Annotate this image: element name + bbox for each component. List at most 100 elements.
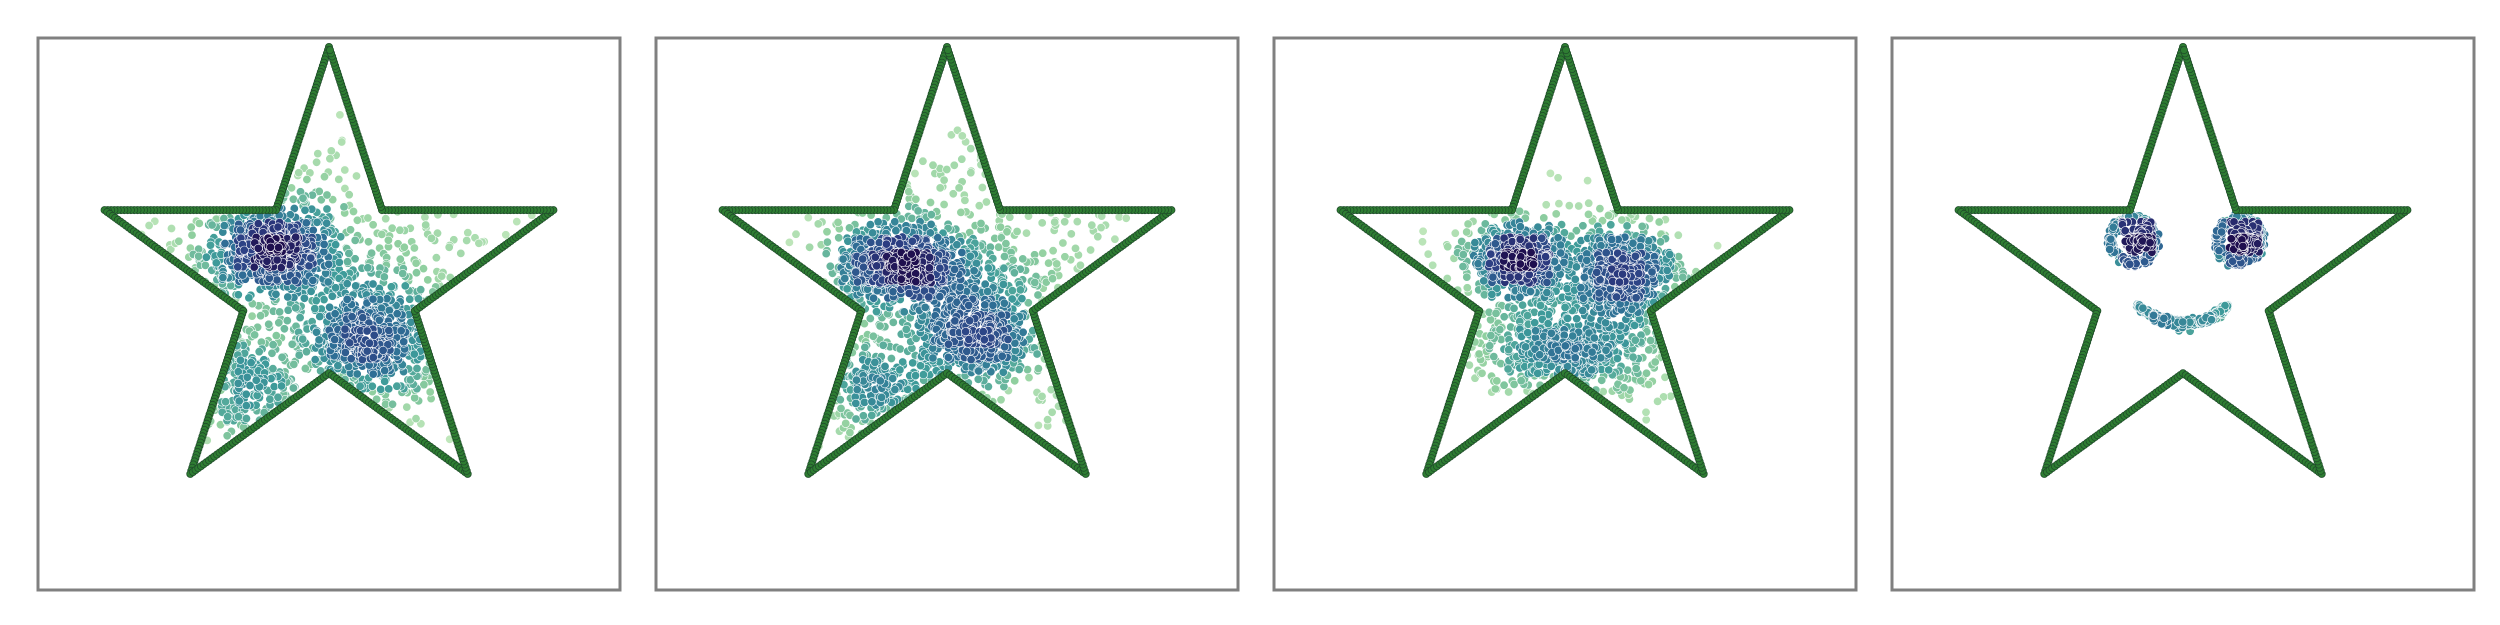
scatter-point (940, 176, 948, 184)
scatter-point (925, 264, 933, 272)
scatter-point (1584, 210, 1592, 218)
scatter-point (311, 304, 319, 312)
scatter-point (911, 371, 919, 379)
scatter-point (841, 274, 849, 282)
scatter-point (876, 377, 884, 385)
scatter-point (900, 308, 908, 316)
scatter-point (399, 269, 407, 277)
scatter-point (272, 331, 280, 339)
scatter-point (1546, 169, 1554, 177)
scatter-point (936, 292, 944, 300)
scatter-point (1480, 291, 1488, 299)
scatter-point (410, 350, 418, 358)
scatter-point (513, 217, 521, 225)
scatter-point (266, 243, 274, 251)
scatter-point (1604, 211, 1612, 219)
scatter-point (369, 280, 377, 288)
scatter-point (1638, 222, 1646, 230)
scatter-point (1490, 352, 1498, 360)
scatter-point (999, 368, 1007, 376)
scatter-point (396, 226, 404, 234)
scatter-point (1061, 218, 1069, 226)
scatter-point (1642, 369, 1650, 377)
scatter-point (273, 256, 281, 264)
scatter-point (424, 276, 432, 284)
scatter-point (834, 218, 842, 226)
scatter-point (989, 301, 997, 309)
scatter-point (1034, 421, 1042, 429)
scatter-point (859, 263, 867, 271)
scatter-point (243, 373, 251, 381)
scatter-point (852, 268, 860, 276)
scatter-point (927, 220, 935, 228)
scatter-point (1655, 218, 1663, 226)
scatter-point (396, 255, 404, 263)
scatter-point (852, 399, 860, 407)
scatter-point (289, 195, 297, 203)
scatter-point (254, 219, 262, 227)
scatter-point (343, 280, 351, 288)
scatter-point (1540, 214, 1548, 222)
scatter-point (1022, 229, 1030, 237)
scatter-point (1002, 239, 1010, 247)
scatter-point (370, 331, 378, 339)
scatter-point (1043, 416, 1051, 424)
scatter-point (1504, 365, 1512, 373)
scatter-point (926, 198, 934, 206)
scatter-point (274, 393, 282, 401)
scatter-point (1713, 242, 1721, 250)
scatter-point (323, 205, 331, 213)
scatter-point (929, 161, 937, 169)
scatter-point (957, 208, 965, 216)
scatter-point (981, 301, 989, 309)
scatter-point (974, 375, 982, 383)
scatter-point (1009, 256, 1017, 264)
scatter-point (869, 332, 877, 340)
scatter-point (1679, 273, 1687, 281)
scatter-point (323, 219, 331, 227)
scatter-point (944, 340, 952, 348)
scatter-point (175, 237, 183, 245)
scatter-point (320, 240, 328, 248)
scatter-point (295, 169, 303, 177)
scatter-point (919, 370, 927, 378)
scatter-point (921, 303, 929, 311)
scatter-point (235, 397, 243, 405)
scatter-point (1088, 221, 1096, 229)
scatter-point (1492, 309, 1500, 317)
scatter-point (822, 249, 830, 257)
scatter-point (1034, 291, 1042, 299)
scatter-point (369, 295, 377, 303)
scatter-point (145, 221, 153, 229)
panel-3 (1274, 38, 1856, 590)
scatter-point (1451, 229, 1459, 237)
scatter-point (331, 241, 339, 249)
scatter-point (1010, 315, 1018, 323)
scatter-point (248, 312, 256, 320)
scatter-point (245, 294, 253, 302)
scatter-point (312, 328, 320, 336)
scatter-point (284, 293, 292, 301)
scatter-point (1575, 202, 1583, 210)
scatter-point (1585, 199, 1593, 207)
scatter-point (1039, 249, 1047, 257)
scatter-point (320, 295, 328, 303)
scatter-point (250, 263, 258, 271)
scatter-point (956, 283, 964, 291)
scatter-point (324, 278, 332, 286)
scatter-point (457, 249, 465, 257)
scatter-point (955, 184, 963, 192)
scatter-point (1034, 364, 1042, 372)
scatter-point (911, 169, 919, 177)
scatter-point (256, 312, 264, 320)
scatter-point (868, 411, 876, 419)
scatter-point (220, 221, 228, 229)
scatter-point (1019, 328, 1027, 336)
scatter-point (861, 343, 869, 351)
scatter-point (328, 292, 336, 300)
scatter-point (837, 404, 845, 412)
scatter-point (1044, 259, 1052, 267)
scatter-point (365, 339, 373, 347)
scatter-point (936, 264, 944, 272)
